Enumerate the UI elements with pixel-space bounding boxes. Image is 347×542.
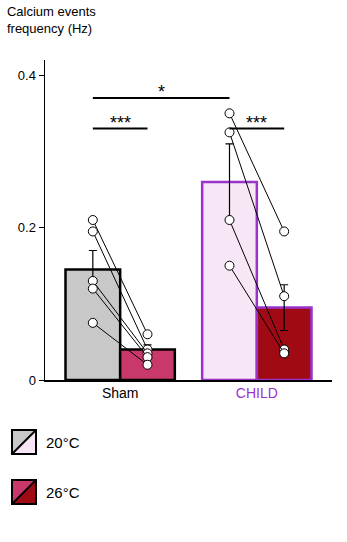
svg-text:***: *** <box>246 113 267 133</box>
svg-text:Calcium eventsfrequency (Hz): Calcium eventsfrequency (Hz) <box>7 4 96 36</box>
svg-text:CHILD: CHILD <box>236 385 278 401</box>
svg-text:Sham: Sham <box>102 385 139 401</box>
svg-text:***: *** <box>110 113 131 133</box>
svg-text:20°C: 20°C <box>46 434 80 451</box>
svg-text:0.4: 0.4 <box>18 68 36 83</box>
svg-text:0: 0 <box>29 373 36 388</box>
svg-text:0.2: 0.2 <box>18 220 36 235</box>
svg-text:26°C: 26°C <box>46 484 80 501</box>
svg-text:*: * <box>158 82 165 102</box>
